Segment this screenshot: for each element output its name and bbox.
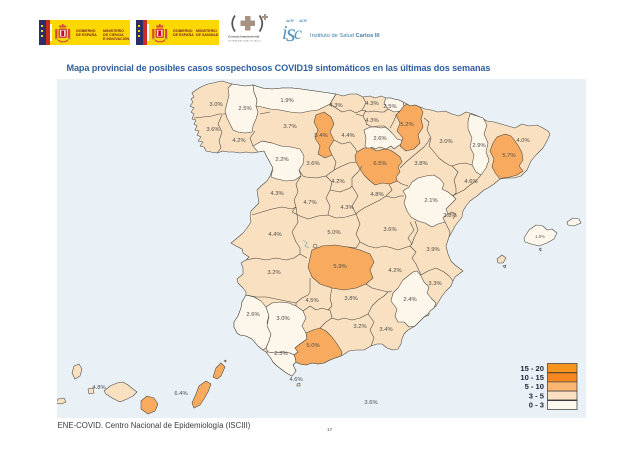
- svg-text:3.9%: 3.9%: [426, 247, 439, 253]
- svg-text:c: c: [294, 23, 302, 43]
- svg-text:i: i: [282, 22, 288, 44]
- svg-text:3.8%: 3.8%: [443, 213, 456, 219]
- svg-text:2.6%: 2.6%: [373, 136, 386, 142]
- svg-text:4.6%: 4.6%: [289, 377, 302, 383]
- svg-text:5.0%: 5.0%: [327, 230, 340, 236]
- svg-text:2.5%: 2.5%: [383, 104, 396, 110]
- svg-text:4.5%: 4.5%: [305, 298, 318, 304]
- svg-text:6.4%: 6.4%: [174, 391, 187, 397]
- svg-text:10 - 15: 10 - 15: [520, 373, 544, 382]
- svg-text:3.6%: 3.6%: [364, 400, 377, 406]
- svg-text:SISTEMA NACIONAL DE SALUD: SISTEMA NACIONAL DE SALUD: [228, 40, 261, 43]
- svg-text:1.8%: 1.8%: [535, 234, 545, 239]
- svg-text:3.0%: 3.0%: [209, 102, 222, 108]
- svg-text:5 - 10: 5 - 10: [525, 382, 544, 391]
- svg-text:3.6%: 3.6%: [306, 161, 319, 167]
- svg-text:4.6%: 4.6%: [464, 179, 477, 185]
- svg-text:4.4%: 4.4%: [341, 133, 354, 139]
- svg-text:4.2%: 4.2%: [232, 138, 245, 144]
- svg-text:5.9%: 5.9%: [333, 264, 346, 270]
- svg-text:4.3%: 4.3%: [365, 101, 378, 107]
- svg-text:1.9%: 1.9%: [280, 98, 293, 104]
- svg-text:4.3%: 4.3%: [340, 205, 353, 211]
- svg-text:4.7%: 4.7%: [303, 200, 316, 206]
- svg-text:4.8%: 4.8%: [92, 385, 105, 391]
- svg-text:5.2%: 5.2%: [400, 122, 413, 128]
- svg-text:3.7%: 3.7%: [283, 124, 296, 130]
- svg-text:15 - 20: 15 - 20: [520, 364, 544, 373]
- svg-text:4.3%: 4.3%: [270, 191, 283, 197]
- svg-text:2.4%: 2.4%: [403, 297, 416, 303]
- svg-text:2.6%: 2.6%: [246, 312, 259, 318]
- svg-text:4.4%: 4.4%: [268, 232, 281, 238]
- svg-text:2.9%: 2.9%: [472, 143, 485, 149]
- svg-text:Consejo Interterritorial: Consejo Interterritorial: [228, 35, 259, 39]
- svg-text:3.3%: 3.3%: [428, 281, 441, 287]
- svg-text:4.2%: 4.2%: [331, 179, 344, 185]
- svg-text:3.4%: 3.4%: [379, 327, 392, 333]
- svg-text:4.3%: 4.3%: [365, 118, 378, 124]
- svg-text:4.0%: 4.0%: [516, 138, 529, 144]
- svg-text:4.2%: 4.2%: [388, 268, 401, 274]
- svg-text:3.0%: 3.0%: [439, 139, 452, 145]
- svg-text:3 - 5: 3 - 5: [529, 391, 545, 400]
- svg-text:4.8%: 4.8%: [370, 192, 383, 198]
- svg-text:2.5%: 2.5%: [238, 106, 251, 112]
- svg-text:0 - 3: 0 - 3: [529, 401, 544, 410]
- svg-text:3.6%: 3.6%: [206, 127, 219, 133]
- svg-text:“”: “”: [299, 18, 307, 27]
- svg-text:5.4%: 5.4%: [314, 133, 327, 139]
- svg-text:6.5%: 6.5%: [373, 161, 386, 167]
- svg-text:5.7%: 5.7%: [502, 153, 515, 159]
- svg-text:3.2%: 3.2%: [353, 324, 366, 330]
- svg-text:2.2%: 2.2%: [275, 157, 288, 163]
- svg-text:3.6%: 3.6%: [383, 227, 396, 233]
- svg-text:4.3%: 4.3%: [329, 103, 342, 109]
- svg-text:2.1%: 2.1%: [424, 198, 437, 204]
- svg-text:3.8%: 3.8%: [344, 296, 357, 302]
- svg-text:“”: “”: [286, 18, 294, 27]
- svg-text:5.0%: 5.0%: [306, 343, 319, 349]
- svg-text:Instituto de Salud Carlos III: Instituto de Salud Carlos III: [310, 33, 380, 39]
- svg-text:3.2%: 3.2%: [267, 270, 280, 276]
- svg-text:s: s: [286, 20, 296, 44]
- svg-text:3.0%: 3.0%: [276, 316, 289, 322]
- svg-text:3.8%: 3.8%: [414, 161, 427, 167]
- svg-text:2.3%: 2.3%: [274, 351, 287, 357]
